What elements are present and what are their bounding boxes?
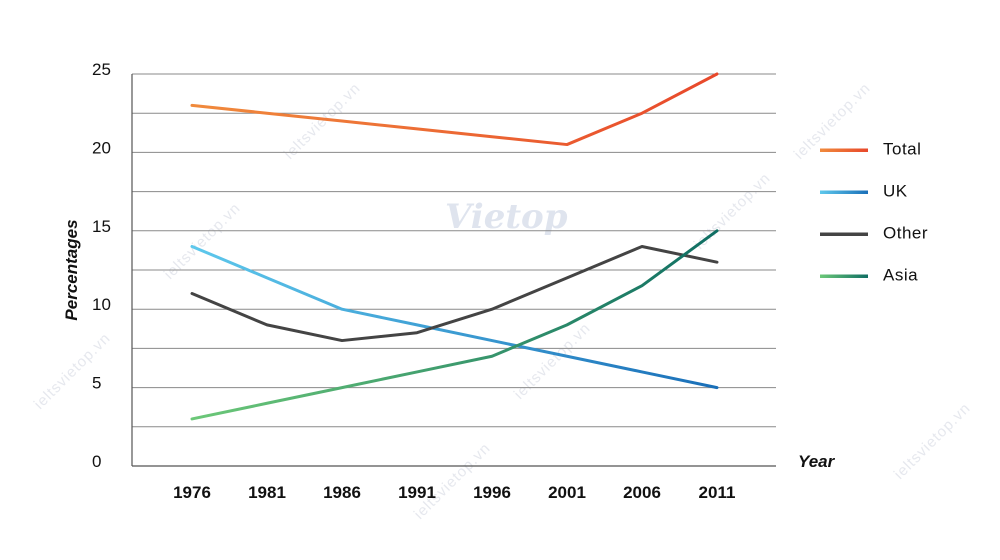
legend-label-other: Other	[883, 224, 928, 243]
y-tick-label: 5	[92, 374, 101, 393]
legend-label-asia: Asia	[883, 266, 918, 285]
x-tick-label: 1996	[473, 483, 511, 502]
grid-lines	[132, 73, 776, 428]
series-line-asia	[190, 229, 719, 421]
legend-label-uk: UK	[883, 182, 908, 201]
series-line-total	[190, 72, 719, 147]
legend-label-total: Total	[883, 140, 921, 159]
legend-swatch-uk	[820, 190, 868, 194]
y-axis-label: Percentages	[62, 219, 81, 320]
x-tick-label: 1986	[323, 483, 361, 502]
watermark-site-text: ieltsvietop.vn	[411, 440, 494, 523]
series-lines	[190, 72, 719, 421]
legend: Total UK Other Asia	[820, 140, 928, 285]
x-tick-label: 1991	[398, 483, 436, 502]
x-axis-label: Year	[798, 452, 836, 471]
y-tick-label: 20	[92, 138, 111, 157]
x-tick-label: 2006	[623, 483, 661, 502]
axes	[131, 74, 776, 467]
series-line-uk	[190, 244, 719, 390]
legend-swatch-asia	[820, 274, 868, 278]
x-tick-label: 1976	[173, 483, 211, 502]
watermark-site-text: ieltsvietop.vn	[891, 400, 974, 483]
x-tick-labels: 1976 1981 1986 1991 1996 2001 2006 2011	[173, 483, 735, 502]
legend-swatch-other	[820, 232, 868, 236]
x-tick-label: 2011	[699, 483, 736, 502]
y-tick-label: 15	[92, 217, 111, 236]
y-tick-label: 25	[92, 60, 111, 79]
y-tick-label: 10	[92, 295, 111, 314]
watermark-site-text: ieltsvietop.vn	[31, 330, 114, 413]
y-tick-label: 0	[92, 452, 101, 471]
series-line-other	[190, 244, 719, 343]
x-tick-label: 2001	[548, 483, 586, 502]
legend-swatch-total	[820, 148, 868, 152]
y-tick-labels: 0 5 10 15 20 25	[92, 60, 111, 471]
x-tick-label: 1981	[248, 483, 286, 502]
